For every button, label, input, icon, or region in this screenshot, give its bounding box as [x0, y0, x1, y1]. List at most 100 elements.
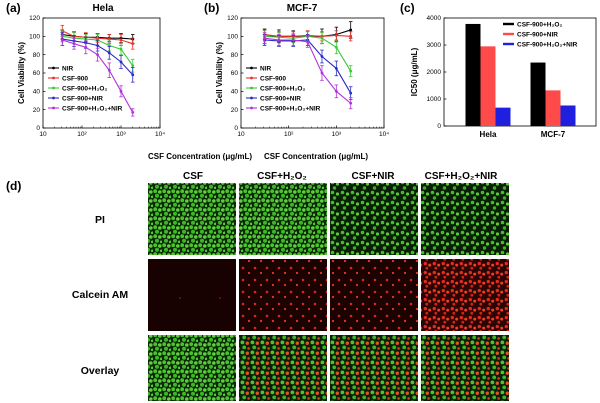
data-point-a-4	[60, 38, 64, 42]
data-point-b-4	[349, 101, 353, 105]
bar-mcf-7-1	[545, 90, 561, 126]
legend-entry-b-2: CSF-900+H₂O₂	[260, 85, 305, 92]
legend-entry-c-2: CSF-900+H₂O₂+NIR	[517, 41, 578, 48]
category-label-c: Hela	[480, 130, 497, 139]
y-tick-label-a: 60	[33, 70, 41, 77]
data-point-b-4	[263, 36, 266, 40]
legend-marker-a-3	[52, 96, 55, 100]
micrograph-pi-csf-h2o2	[239, 183, 327, 255]
data-point-b-1	[349, 34, 353, 38]
x-tick-label-b: 10³	[332, 131, 342, 138]
y-tick-label-b: 100	[227, 34, 238, 41]
x-axis-label-a: CSF Concentration (μg/mL)	[148, 152, 252, 161]
y-tick-label-c: 0	[437, 123, 441, 130]
legend-entry-b-1: CSF-900	[260, 75, 286, 82]
legend-entry-a-1: CSF-900	[62, 75, 88, 82]
row-title-pi: PI	[95, 214, 105, 226]
data-point-a-4	[84, 45, 88, 49]
y-axis-label-a: Cell Viability (%)	[17, 42, 26, 104]
legend-marker-b-1	[250, 76, 253, 80]
data-point-a-4	[131, 111, 135, 114]
y-axis-label-c: IC50 (μg/mL)	[410, 47, 419, 96]
data-point-a-3	[107, 51, 111, 55]
column-title-csf: CSF	[183, 171, 203, 182]
bar-hela-1	[480, 46, 496, 126]
panel-title-b: MCF-7	[287, 3, 318, 14]
data-point-b-3	[349, 91, 353, 95]
micrograph-calcein-csf-nir	[330, 259, 418, 331]
data-point-b-3	[334, 67, 338, 70]
legend-marker-a-1	[52, 76, 55, 80]
micrograph-pi-csf-nir	[330, 183, 418, 255]
category-label-c: MCF-7	[541, 130, 566, 139]
data-point-a-1	[131, 42, 135, 46]
y-tick-label-b: 40	[231, 89, 239, 96]
data-point-b-4	[277, 38, 281, 42]
data-point-b-2	[334, 45, 338, 49]
data-point-b-4	[306, 40, 310, 44]
legend-marker-a-2	[52, 86, 55, 90]
micrograph-calcein-csf-h2o2-nir	[421, 259, 509, 331]
legend-marker-b-4	[250, 106, 253, 110]
legend-marker-a-4	[52, 106, 55, 110]
micrograph-overlay-csf-h2o2-nir	[421, 335, 509, 401]
y-tick-label-a: 0	[36, 125, 40, 132]
y-tick-label-b: 80	[231, 52, 239, 59]
legend-entry-b-3: CSF-900+NIR	[260, 95, 301, 102]
panel-label-c: (c)	[400, 1, 415, 15]
bar-hela-2	[495, 107, 511, 126]
panel-label-a: (a)	[6, 1, 21, 15]
row-title-overlay: Overlay	[81, 365, 120, 377]
legend-marker-a-0	[52, 66, 55, 70]
y-tick-label-a: 120	[29, 15, 40, 22]
data-point-b-2	[349, 69, 353, 73]
data-point-b-3	[320, 55, 324, 58]
legend-marker-b-3	[250, 96, 253, 100]
y-tick-label-b: 120	[227, 15, 238, 22]
legend-entry-a-0: NIR	[62, 65, 74, 72]
x-tick-label-b: 10	[237, 131, 245, 138]
micrograph-pi-csf-h2o2-nir	[421, 183, 509, 255]
y-tick-label-c: 3000	[427, 42, 442, 49]
data-point-b-4	[320, 71, 324, 75]
y-tick-label-a: 20	[33, 107, 41, 114]
data-point-a-3	[131, 73, 135, 77]
row-title-calcein-am: Calcein AM	[72, 289, 128, 301]
legend-marker-b-0	[250, 66, 253, 70]
x-axis-label-b: CSF Concentration (μg/mL)	[264, 152, 368, 161]
chart-c-ic50-bars: 0 1000 2000 3000 4000 IC50 (μg/mL) Hela MCF-7 CS…	[410, 15, 597, 139]
legend-entry-c-1: CSF-900+NIR	[517, 31, 558, 38]
y-tick-label-c: 4000	[427, 15, 442, 22]
micrograph-overlay-csf-nir	[330, 335, 418, 401]
y-tick-label-b: 60	[231, 70, 239, 77]
y-tick-label-a: 100	[29, 34, 40, 41]
data-point-b-0	[349, 28, 353, 32]
bar-mcf-7-0	[530, 62, 546, 126]
legend-entry-a-2: CSF-900+H₂O₂	[62, 85, 107, 92]
data-point-a-2	[119, 47, 123, 51]
x-tick-label-a: 10³	[116, 131, 126, 138]
panel-label-d: (d)	[6, 179, 21, 193]
column-title-csf-h2o2: CSF+H₂O₂	[257, 171, 307, 182]
data-point-b-2	[320, 36, 324, 40]
data-point-a-4	[72, 42, 76, 46]
panel-title-a: Hela	[92, 3, 114, 14]
micrograph-calcein-csf	[148, 259, 236, 331]
data-point-b-4	[291, 38, 295, 42]
data-point-a-4	[119, 89, 123, 93]
column-title-csf-h2o2-nir: CSF+H₂O₂+NIR	[425, 171, 499, 182]
legend-entry-b-0: NIR	[260, 65, 272, 72]
legend-entry-a-4: CSF-900+H₂O₂+NIR	[62, 105, 123, 112]
y-tick-label-c: 1000	[427, 96, 442, 103]
data-point-a-4	[107, 68, 111, 72]
y-tick-label-b: 20	[231, 107, 239, 114]
legend-entry-c-0: CSF-900+H₂O₂	[517, 21, 562, 28]
x-tick-label-b: 10⁴	[379, 131, 389, 138]
legend-entry-a-3: CSF-900+NIR	[62, 95, 103, 102]
y-tick-label-b: 0	[234, 125, 238, 132]
data-point-a-3	[119, 60, 123, 64]
x-tick-label-a: 10	[39, 131, 47, 138]
legend-marker-b-2	[250, 86, 253, 90]
x-tick-label-a: 10²	[77, 131, 87, 138]
